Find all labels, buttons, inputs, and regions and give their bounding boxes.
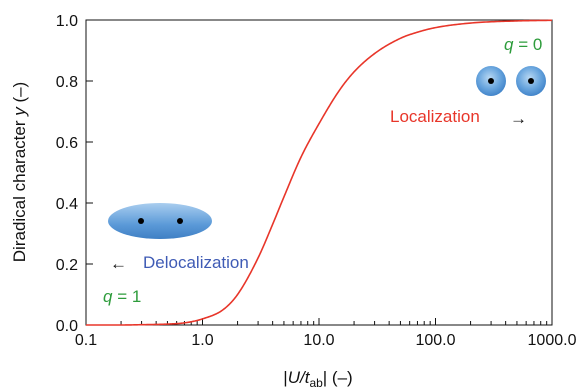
delocalization-arrow: ←: [110, 254, 127, 273]
y-tick-label: 0.2: [56, 257, 78, 274]
x-axis-ticks: 0.1 1.0 10.0 100.0 1000.0: [75, 318, 577, 349]
series-line-diradical-character: [86, 19, 553, 326]
x-tick-label: 1.0: [191, 332, 213, 349]
delocalized-orbital-illustration: [108, 203, 212, 239]
q1-label: q = 1: [103, 287, 141, 306]
x-tick-label: 10.0: [303, 332, 334, 349]
x-axis-title: |U/tab| (–): [283, 368, 352, 390]
y-tick-label: 0.8: [56, 74, 78, 91]
x-tick-label: 0.1: [75, 332, 97, 349]
x-tick-label: 100.0: [415, 332, 455, 349]
y-axis-title: Diradical character y (–): [10, 82, 29, 262]
y-tick-label: 0.4: [56, 196, 78, 213]
localized-orbitals-illustration: [476, 66, 546, 96]
delocalization-label: Delocalization: [143, 253, 249, 272]
y-tick-label: 1.0: [56, 13, 78, 30]
y-tick-label: 0.6: [56, 135, 78, 152]
q0-label: q = 0: [504, 35, 542, 54]
x-tick-label: 1000.0: [528, 332, 577, 349]
y-tick-label: 0.0: [56, 318, 78, 335]
plot-frame: [85, 19, 553, 326]
localization-label: Localization: [390, 107, 480, 126]
localization-arrow: →: [510, 109, 527, 128]
y-axis-ticks: 0.0 0.2 0.4 0.6 0.8 1.0: [56, 13, 93, 335]
